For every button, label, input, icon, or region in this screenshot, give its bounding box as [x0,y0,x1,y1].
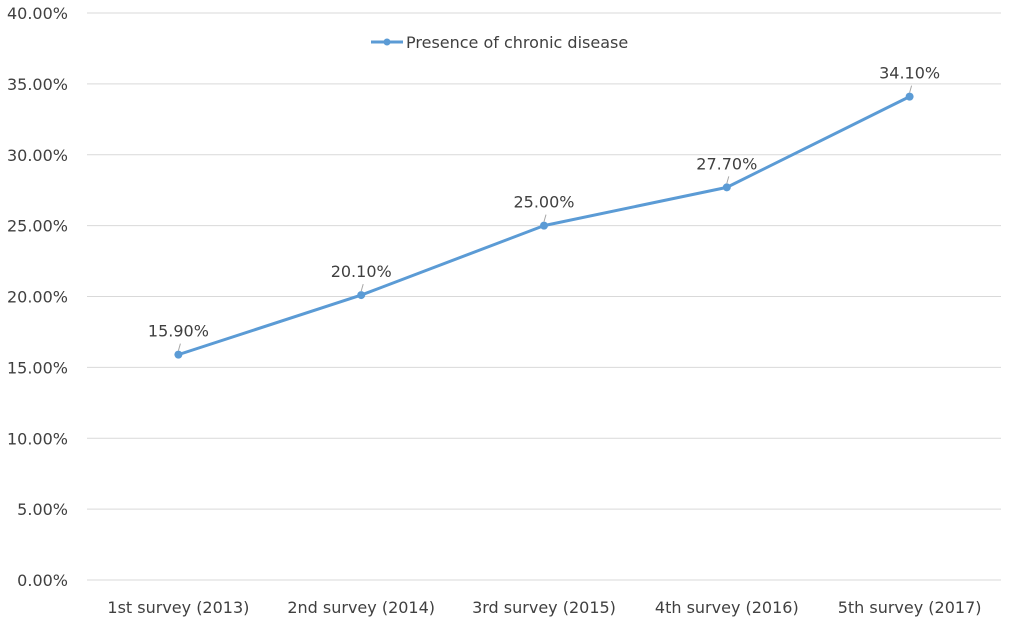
data-label-leader [909,85,913,93]
x-axis-tick-labels: 1st survey (2013) 2nd survey (2014) 3rd su… [107,598,981,617]
y-tick-label: 15.00% [7,358,68,377]
legend: Presence of chronic disease [371,33,628,52]
y-tick-label: 30.00% [7,146,68,165]
y-tick-label: 20.00% [7,288,68,307]
gridlines [87,12,1001,581]
x-tick-label: 1st survey (2013) [107,598,249,617]
data-label: 27.70% [696,154,757,173]
data-label: 34.10% [879,64,940,83]
x-tick-label: 5th survey (2017) [838,598,982,617]
data-label-leader [360,283,364,292]
data-label-leader [726,176,730,184]
data-point [905,92,914,101]
legend-series-marker-icon [383,38,391,46]
x-tick-label: 2nd survey (2014) [287,598,435,617]
series-layer [174,92,914,359]
y-tick-label: 5.00% [17,500,68,519]
y-tick-label: 35.00% [7,75,68,94]
data-point [722,183,731,192]
legend-series-label: Presence of chronic disease [406,33,628,52]
y-tick-label: 25.00% [7,217,68,236]
y-tick-label: 10.00% [7,429,68,448]
data-label: 15.90% [148,322,209,341]
data-label-leader [543,214,547,222]
y-tick-label: 0.00% [17,571,68,590]
data-point [540,221,548,230]
y-axis-tick-labels: 0.00% 5.00% 10.00% 15.00% 20.00% 25.00% 30.00%… [7,4,68,590]
data-point [174,350,183,359]
data-labels: 15.90% 20.10% 25.00% 27.70% 34.10% [148,64,940,351]
data-label-leader [177,343,181,351]
data-label: 20.10% [331,262,392,281]
y-tick-label: 40.00% [7,4,68,23]
x-tick-label: 3rd survey (2015) [472,598,616,617]
data-label: 25.00% [513,193,574,212]
x-tick-label: 4th survey (2016) [655,598,799,617]
data-point [357,291,366,300]
